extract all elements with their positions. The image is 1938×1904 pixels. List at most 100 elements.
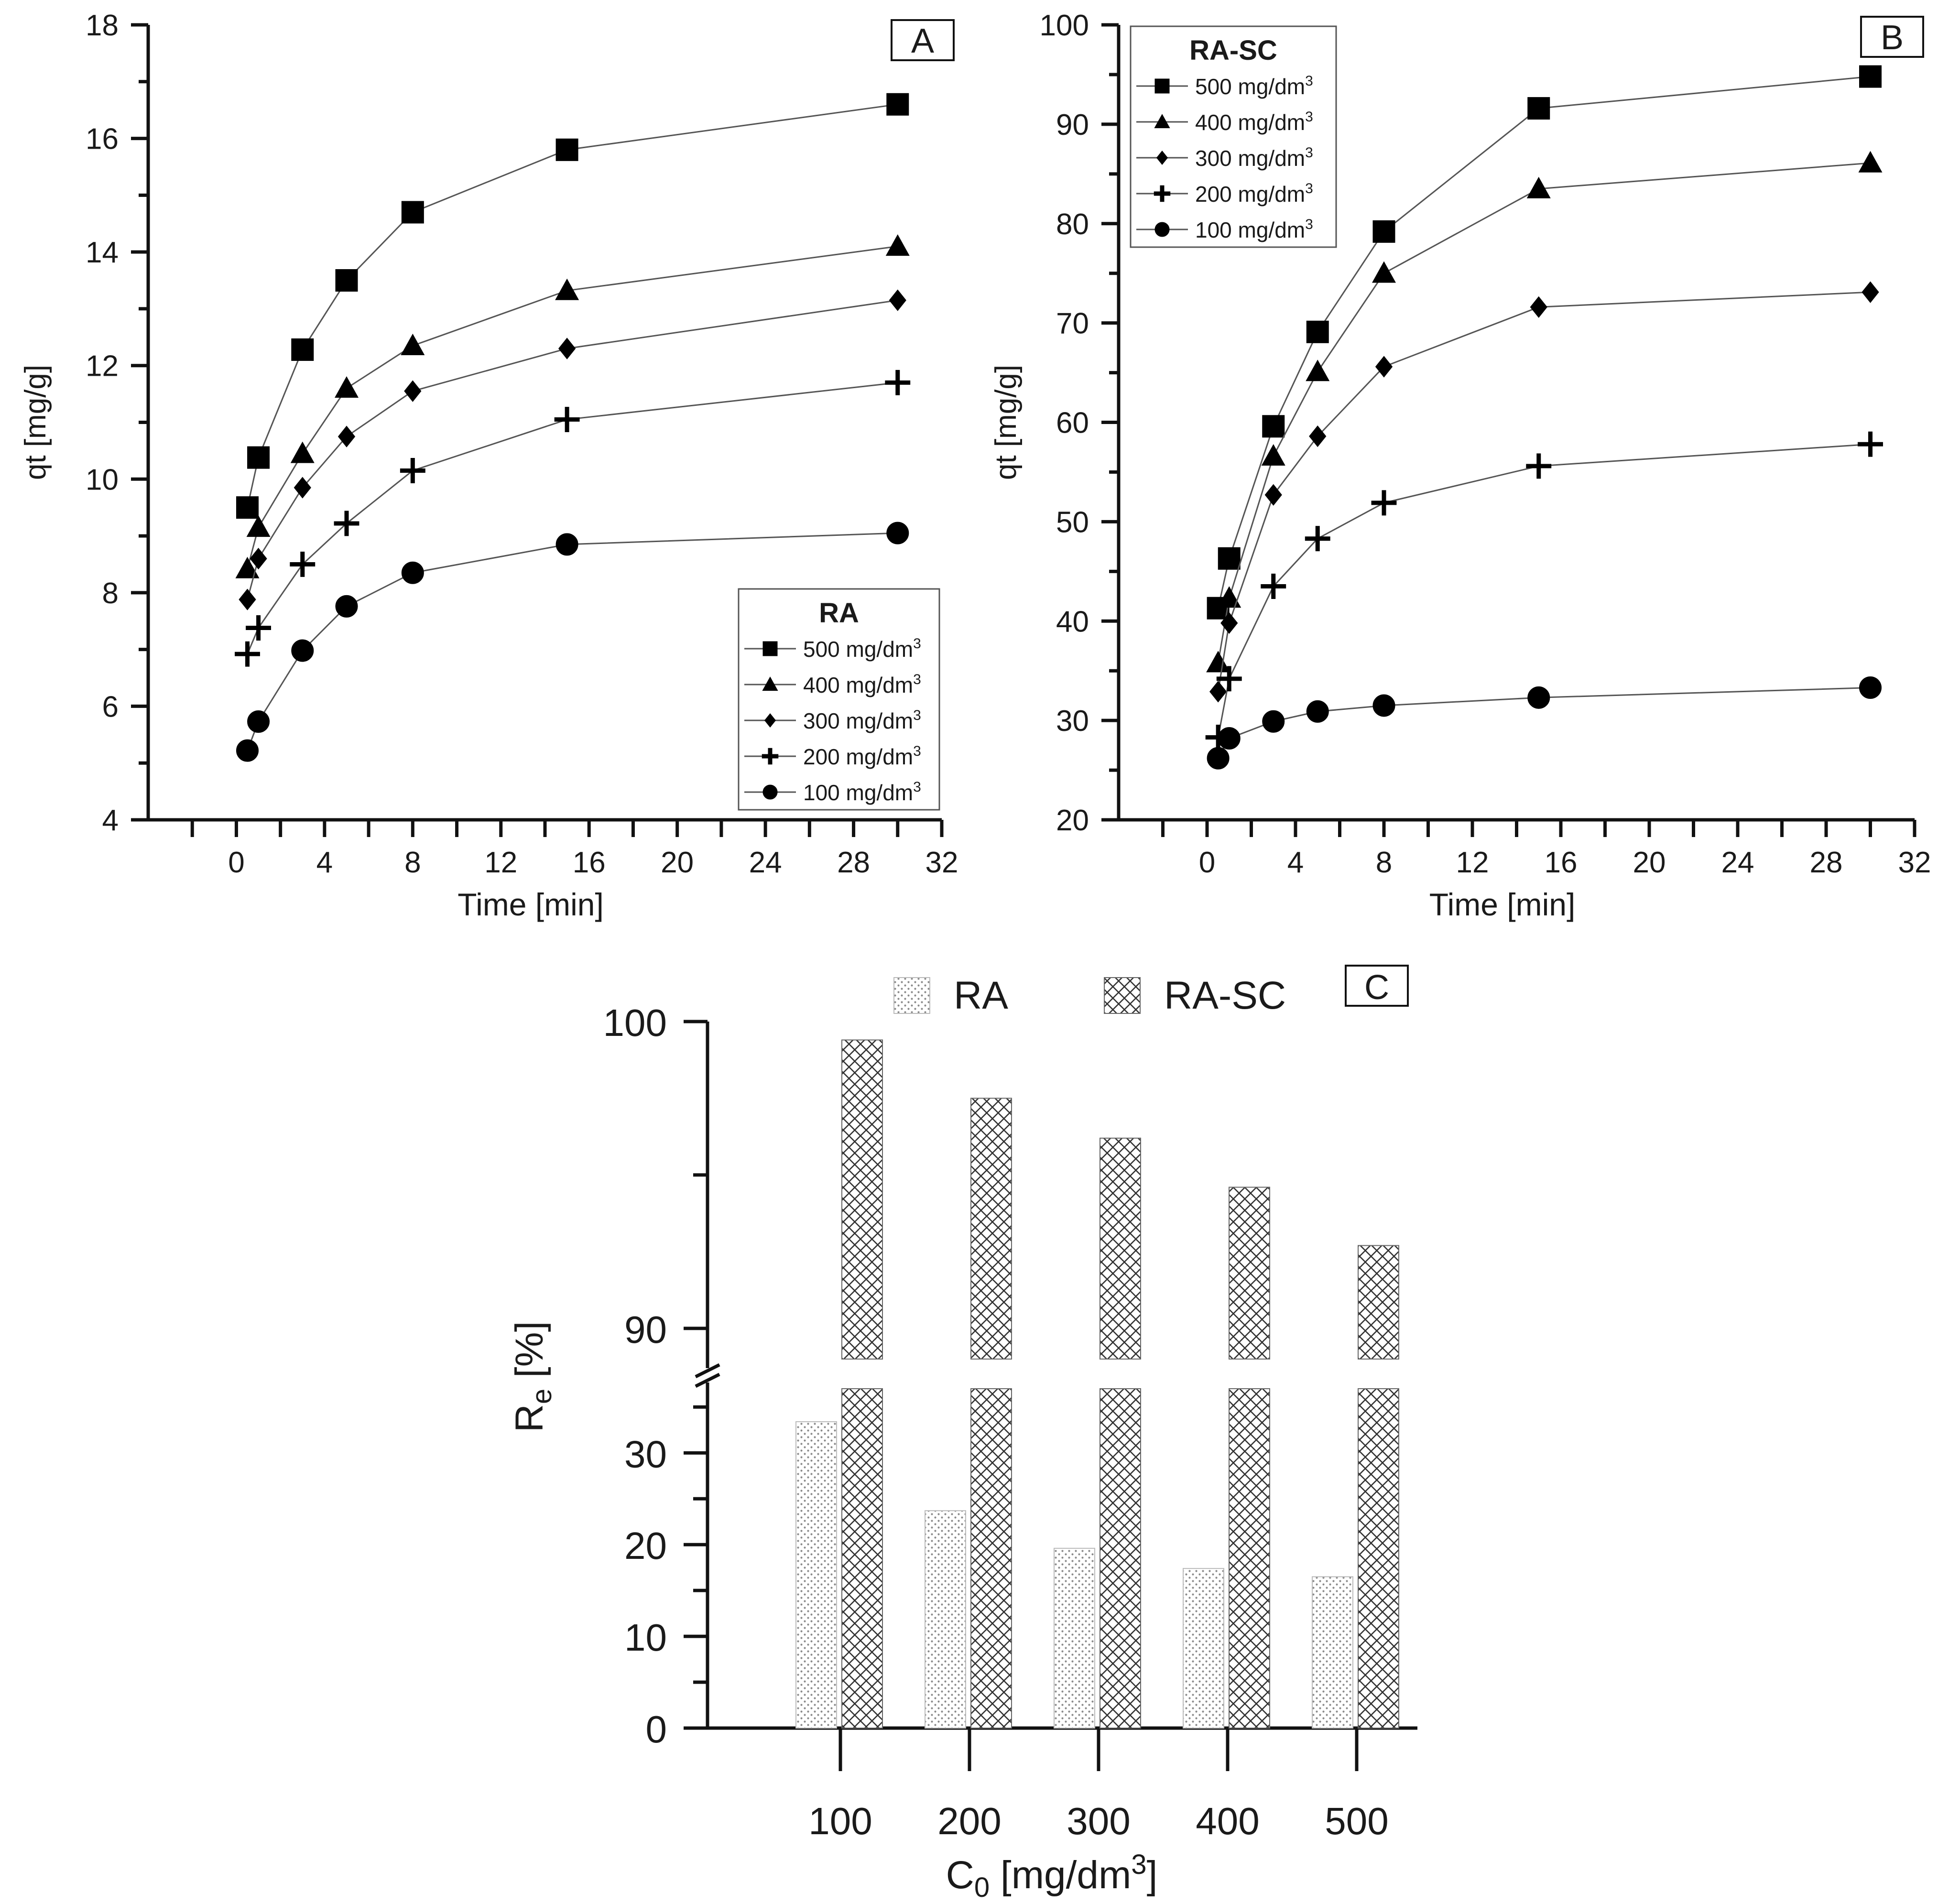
legend-swatch-ra-sc — [1104, 977, 1141, 1014]
bar-ra — [1312, 1576, 1353, 1729]
legend-box — [738, 588, 940, 811]
legend-label: 300 mg/dm3 — [803, 707, 921, 733]
legend-label-text: 100 mg/dm — [803, 780, 913, 805]
data-point — [1305, 526, 1330, 552]
x-title-sup: 3 — [1131, 1849, 1146, 1880]
x-tick-label: 12 — [1456, 846, 1489, 879]
y-title-sub: e — [526, 1389, 557, 1404]
y-tick-label: 90 — [624, 1308, 667, 1351]
data-point — [555, 278, 579, 300]
data-point — [889, 289, 906, 311]
data-point — [886, 522, 909, 544]
data-point — [1216, 666, 1242, 692]
data-point — [404, 380, 422, 402]
x-title-rest: [mg/dm — [990, 1853, 1131, 1897]
y-tick-label: 14 — [86, 236, 119, 269]
y-tick-label: 90 — [1056, 109, 1089, 141]
data-point — [1306, 700, 1329, 723]
x-axis-title: C0 [mg/dm3] — [946, 1849, 1158, 1902]
y-tick-label: 20 — [624, 1524, 667, 1567]
legend-label-sup: 3 — [1305, 217, 1313, 232]
bar-ra-sc-upper — [970, 1098, 1012, 1360]
data-point — [334, 511, 359, 536]
bar-ra-sc-lower — [1229, 1388, 1270, 1729]
data-point — [1859, 65, 1882, 88]
data-point — [239, 588, 256, 610]
legend-marker — [764, 713, 776, 728]
data-point — [1372, 220, 1395, 243]
data-point — [1220, 612, 1238, 634]
data-point — [235, 556, 260, 578]
bar-ra-sc-upper — [1229, 1186, 1270, 1360]
data-point — [294, 477, 311, 499]
legend-label: 200 mg/dm3 — [1195, 181, 1313, 207]
legend-label-text: 300 mg/dm — [1195, 146, 1305, 171]
legend-label-text: 200 mg/dm — [1195, 182, 1305, 207]
data-point — [1261, 574, 1286, 599]
data-point — [1218, 727, 1241, 750]
legend-marker — [762, 748, 779, 765]
x-tick-label: 0 — [228, 846, 244, 879]
y-tick-label: 6 — [102, 690, 119, 723]
legend-label-text: 400 mg/dm — [803, 673, 913, 697]
y-tick-label: 60 — [1056, 407, 1089, 440]
legend-label-sup: 3 — [913, 743, 921, 759]
panel-label-box — [1860, 16, 1924, 58]
data-point — [1526, 176, 1551, 198]
y-title-main: R — [508, 1404, 551, 1432]
x-tick-label: 16 — [573, 846, 606, 879]
legend-item: 500 mg/dm3 — [1136, 73, 1313, 99]
legend-item: 200 mg/dm3 — [744, 743, 921, 769]
data-point — [558, 337, 576, 359]
x-tick-label: 32 — [925, 846, 958, 879]
bar-ra-sc-upper — [841, 1039, 883, 1360]
x-tick-label: 4 — [316, 846, 333, 879]
bar-ra-sc-lower — [970, 1388, 1012, 1729]
legend-marker — [762, 676, 778, 691]
data-point — [1206, 651, 1230, 673]
legend-label-sup: 3 — [1305, 73, 1313, 89]
data-point — [338, 425, 356, 447]
legend-label: 100 mg/dm3 — [803, 779, 921, 805]
x-axis-title: Time [min] — [457, 887, 604, 922]
data-point — [401, 561, 424, 584]
legend-item: 500 mg/dm3 — [744, 636, 921, 662]
x-tick-label: 24 — [1721, 846, 1754, 879]
data-point — [1372, 694, 1395, 717]
y-axis-title: qt [mg/g] — [19, 365, 52, 480]
data-point — [250, 547, 267, 570]
y-tick-label: 100 — [603, 1001, 667, 1044]
data-point — [1207, 747, 1230, 770]
legend-label-text: 200 mg/dm — [803, 744, 913, 769]
x-tick-label: 300 — [1067, 1800, 1130, 1842]
x-tick-label: 32 — [1898, 846, 1931, 879]
y-tick-label: 30 — [624, 1433, 667, 1475]
bar-ra-sc-lower — [1358, 1388, 1399, 1729]
x-tick-label: 200 — [937, 1800, 1001, 1842]
y-tick-label: 12 — [86, 350, 119, 383]
x-title-end: ] — [1147, 1853, 1158, 1897]
panel-label-box — [1345, 965, 1409, 1007]
legend-label-text: 300 mg/dm — [803, 708, 913, 733]
data-point — [886, 93, 909, 116]
series-triangle — [1206, 151, 1883, 673]
data-point — [400, 458, 425, 483]
legend-label: 500 mg/dm3 — [803, 636, 921, 662]
data-point — [1372, 261, 1396, 283]
legend-marker — [1154, 222, 1170, 237]
legend-label-sup: 3 — [913, 636, 921, 652]
data-point — [291, 338, 314, 361]
bar-ra — [795, 1421, 837, 1729]
x-tick-label: 28 — [1810, 846, 1843, 879]
legend-label-text: 500 mg/dm — [803, 637, 913, 662]
legend-marker — [762, 641, 778, 656]
series-line — [247, 103, 898, 508]
y-title-rest: [%] — [508, 1321, 551, 1389]
legend-label: 500 mg/dm3 — [1195, 73, 1313, 99]
data-point — [554, 407, 580, 433]
data-point — [1218, 547, 1241, 570]
legend-label-sup: 3 — [913, 707, 921, 723]
legend-item: 100 mg/dm3 — [744, 779, 921, 805]
data-point — [290, 441, 315, 463]
